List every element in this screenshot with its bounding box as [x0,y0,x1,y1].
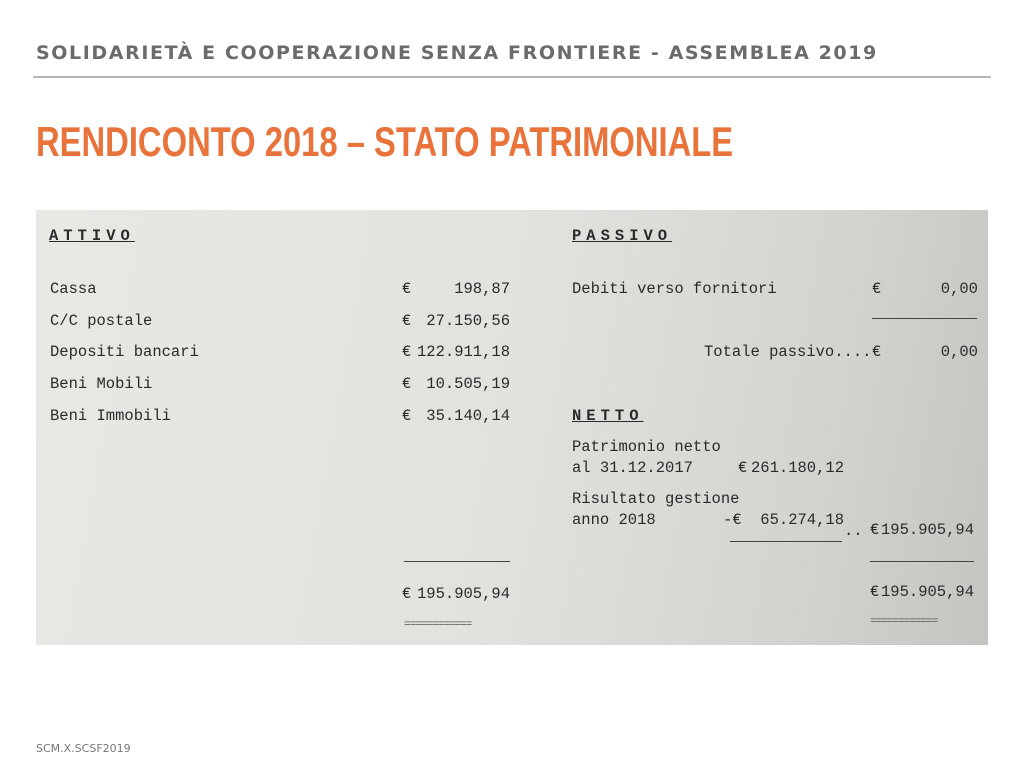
risultato-label-2: anno 2018 [572,511,656,529]
attivo-double-rule: ============ [404,619,472,631]
attivo-item-currency: € [402,280,412,298]
risultato-label-1: Risultato gestione [572,490,740,508]
risultato-amount: -€ 65.274,18 [723,511,844,529]
netto-subtotal-currency: € [870,521,880,539]
attivo-item-label: Beni Mobili [50,375,153,393]
attivo-item-amount: 198,87 [454,280,510,298]
attivo-item-label: Cassa [50,280,97,298]
attivo-item-amount: 122.911,18 [416,343,510,361]
patrimonio-amount: 261.180,12 [750,459,844,477]
attivo-item-currency: € [402,312,412,330]
netto-leader-dots: .. [844,522,863,540]
patrimonio-label-1: Patrimonio netto [572,438,721,456]
netto-heading: NETTO [572,407,644,425]
attivo-total-currency: € [402,585,412,603]
netto-sum-line [730,541,842,542]
attivo-item-amount: 35.140,14 [426,407,510,425]
passivo-heading: PASSIVO [572,227,673,245]
netto-total-currency: € [870,583,880,601]
slide-title: RENDICONTO 2018 – STATO PATRIMONIALE [36,118,734,165]
passivo-item-amount: 0,00 [940,280,978,298]
attivo-item-label: Depositi bancari [50,343,199,361]
attivo-item-amount: 27.150,56 [426,312,510,330]
balance-sheet-photo: ATTIVO Cassa €198,87 C/C postale €27.150,56… [36,210,988,645]
attivo-total: 195.905,94 [416,585,510,603]
netto-double-rule: ============ [870,616,938,628]
passivo-total-label: Totale passivo.... [704,343,872,361]
presentation-header: SOLIDARIETÀ E COOPERAZIONE SENZA FRONTIE… [36,42,878,64]
netto-subtotal: 195.905,94 [880,521,974,539]
attivo-item-amount: 10.505,19 [426,375,510,393]
passivo-item-currency: € [872,280,882,298]
patrimonio-label-2: al 31.12.2017 [572,459,693,477]
header-divider [33,76,991,78]
netto-total: 195.905,94 [880,583,974,601]
attivo-item-currency: € [402,407,412,425]
passivo-item-label: Debiti verso fornitori [572,280,777,298]
netto-total-line [870,561,974,562]
attivo-item-currency: € [402,375,412,393]
attivo-item-currency: € [402,343,412,361]
attivo-item-label: Beni Immobili [50,407,171,425]
passivo-total-currency: € [872,343,882,361]
passivo-sum-line [872,318,977,319]
passivo-total: 0,00 [940,343,978,361]
attivo-item-label: C/C postale [50,312,153,330]
patrimonio-currency: € [738,459,748,477]
slide-footer: SCM.X.SCSF2019 [36,742,131,755]
attivo-heading: ATTIVO [49,227,135,245]
attivo-sum-line [404,561,510,562]
